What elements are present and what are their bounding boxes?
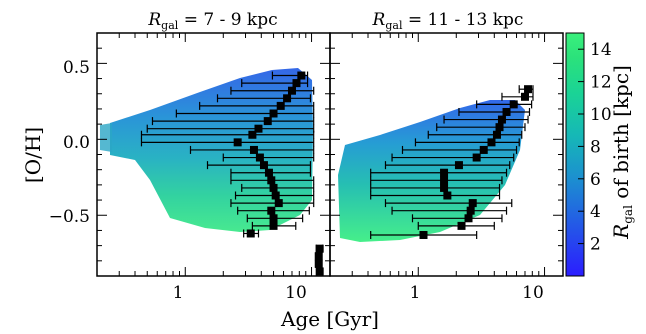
binned-point-13: [440, 183, 449, 192]
panel-left-xtick-label-10: 10: [285, 283, 307, 303]
colorbar: [565, 32, 585, 277]
binned-point-4: [276, 101, 285, 110]
binned-point-25: [315, 267, 324, 276]
binned-point-11: [255, 153, 264, 162]
binned-point-11: [440, 168, 449, 177]
colorbar-ticks: 2 4 6 8 10 12 14: [578, 40, 612, 255]
panel-right-binned-points: [370, 85, 534, 239]
binned-point-2: [509, 100, 518, 109]
binned-point-24: [314, 259, 323, 268]
binned-point-8: [479, 145, 488, 154]
binned-point-14: [267, 176, 276, 185]
binned-point-16: [271, 191, 280, 200]
colorbar-tick-label-14: 14: [590, 40, 612, 60]
binned-point-23: [314, 252, 323, 261]
panel-right-scatter-cloud: [338, 100, 525, 242]
binned-point-13: [264, 168, 273, 177]
panel-left-title: Rgal = 7 - 9 kpc: [147, 10, 277, 32]
binned-point-10: [454, 161, 463, 170]
binned-point-1: [292, 79, 301, 88]
binned-point-9: [233, 138, 242, 147]
binned-point-19: [419, 230, 428, 239]
colorbar-tick-label-2: 2: [590, 235, 601, 255]
binned-point-7: [487, 138, 496, 147]
panel-right-xtick-label-1: 1: [410, 283, 421, 303]
binned-point-5: [495, 123, 504, 132]
binned-point-12: [259, 161, 268, 170]
panel-right-xtick-label-10: 10: [522, 283, 544, 303]
binned-point-18: [457, 221, 466, 230]
binned-point-15: [468, 199, 477, 208]
colorbar-tick-label-8: 8: [590, 137, 601, 157]
ytick-label-minus-0.5: −0.5: [49, 207, 90, 227]
binned-point-22: [315, 244, 324, 253]
binned-point-12: [440, 176, 449, 185]
colorbar-tick-label-4: 4: [590, 202, 601, 222]
binned-point-20: [269, 221, 278, 230]
binned-point-16: [466, 206, 475, 215]
axis-ticks: [97, 32, 563, 277]
x-axis-title: Age [Gyr]: [280, 307, 379, 331]
binned-point-19: [269, 214, 278, 223]
binned-point-6: [492, 130, 501, 139]
binned-point-21: [246, 229, 255, 238]
y-axis-title: [O/H]: [21, 127, 45, 183]
binned-point-7: [254, 124, 263, 133]
binned-point-0: [524, 85, 533, 94]
panel-left-binned-points: [140, 71, 324, 276]
binned-point-18: [267, 206, 276, 215]
binned-point-3: [502, 107, 511, 116]
colorbar-label: Rgal of birth [kpc]: [609, 65, 635, 240]
colorbar-tick-label-12: 12: [590, 73, 612, 93]
panel-right-title: Rgal = 11 - 13 kpc: [372, 10, 524, 32]
binned-point-6: [263, 117, 272, 126]
colorbar-tick-label-10: 10: [590, 105, 612, 125]
binned-point-17: [274, 199, 283, 208]
binned-point-3: [283, 94, 292, 103]
binned-point-17: [464, 214, 473, 223]
binned-point-15: [269, 183, 278, 192]
ytick-label-0.5: 0.5: [63, 58, 90, 78]
binned-point-2: [287, 86, 296, 95]
binned-point-10: [249, 145, 258, 154]
binned-point-0: [297, 71, 306, 80]
binned-point-1: [520, 92, 529, 101]
binned-point-5: [269, 109, 278, 118]
binned-point-4: [497, 115, 506, 124]
binned-point-14: [443, 191, 452, 200]
binned-point-8: [248, 130, 257, 139]
ytick-label-0.0: 0.0: [63, 133, 90, 153]
binned-point-9: [472, 153, 481, 162]
colorbar-tick-label-6: 6: [590, 170, 601, 190]
panel-left-xtick-label-1: 1: [173, 283, 184, 303]
